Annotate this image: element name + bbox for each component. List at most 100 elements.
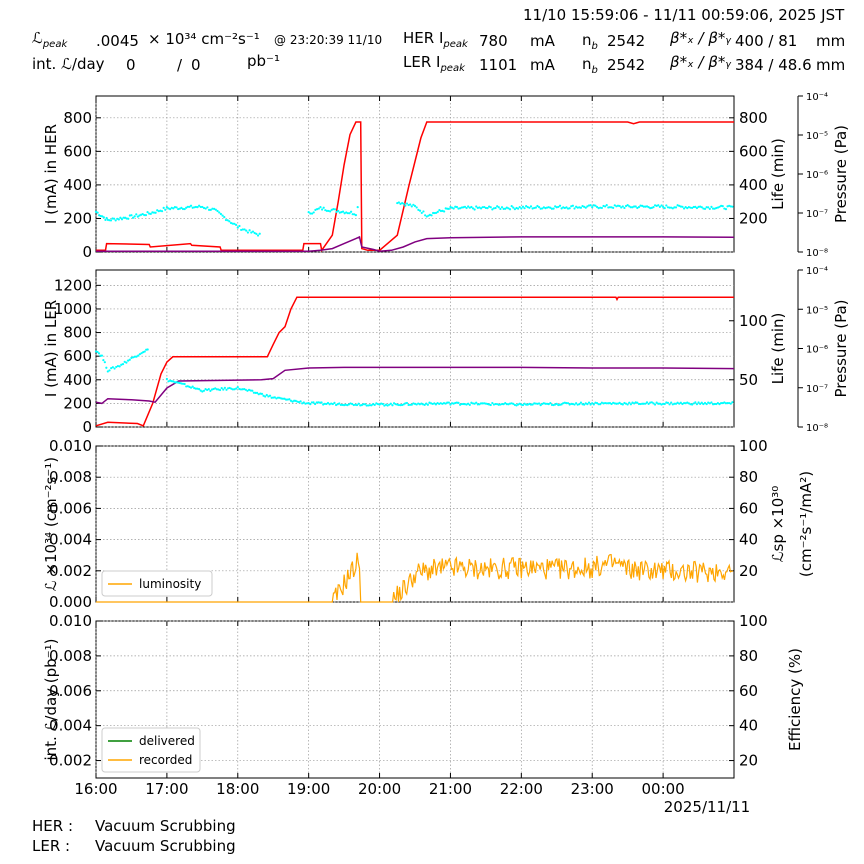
pressure-point xyxy=(455,205,458,209)
pressure-point xyxy=(256,391,259,394)
right-tick-label: 400 xyxy=(739,176,768,194)
pressure-point xyxy=(189,204,193,207)
pressure-point xyxy=(502,403,505,406)
y-tick-label: 0.002 xyxy=(49,752,92,770)
her-nb-sub: b xyxy=(591,41,598,52)
pressure-point xyxy=(202,206,206,210)
pressure-point xyxy=(600,206,603,210)
y-tick-label: 0 xyxy=(82,418,92,436)
right-tick-label: 800 xyxy=(739,109,768,127)
pressure-point xyxy=(595,402,599,405)
pressure-point xyxy=(113,367,116,370)
pressure-tick-label: 10⁻⁴ xyxy=(806,266,828,277)
pressure-point xyxy=(367,404,370,407)
x-tick-label: 19:00 xyxy=(287,780,330,798)
pressure-point xyxy=(470,205,473,209)
pressure-point xyxy=(478,206,481,209)
pressure-tick-label: 10⁻⁷ xyxy=(806,209,828,220)
ler-nb-label: nb xyxy=(582,55,598,76)
pressure-point xyxy=(198,388,201,391)
pressure-point xyxy=(121,362,125,366)
pressure-point xyxy=(615,402,618,405)
pressure-point xyxy=(557,205,560,209)
pressure-point xyxy=(595,205,599,209)
x-tick-label: 17:00 xyxy=(145,780,188,798)
pressure-point xyxy=(684,206,687,209)
ler-ipeak-label: LER Ipeak xyxy=(403,53,465,74)
pressure-point xyxy=(467,402,470,405)
pressure-point xyxy=(521,403,525,407)
pressure-point xyxy=(127,217,130,220)
pressure-point xyxy=(579,206,583,209)
y-tick-label: 200 xyxy=(63,394,92,412)
ler-nb-text: n xyxy=(582,55,592,73)
pressure-point xyxy=(323,402,326,405)
pressure-point xyxy=(541,207,544,210)
pressure-point xyxy=(268,394,272,397)
pressure-point xyxy=(629,403,632,406)
pressure-point xyxy=(695,206,699,210)
pressure-point xyxy=(697,401,700,404)
pressure-point xyxy=(525,205,528,208)
pressure-point xyxy=(467,205,470,208)
pressure-point xyxy=(528,206,531,209)
pressure-point xyxy=(251,230,255,233)
right-tick-label: 40 xyxy=(739,717,758,735)
pressure-point xyxy=(512,206,515,209)
pressure-point xyxy=(674,206,678,209)
panel-frame-integrated xyxy=(95,620,735,779)
her-status-label: HER : xyxy=(32,817,74,835)
her-beta-value: 400 / 81 xyxy=(735,32,798,50)
pressure-point xyxy=(254,391,257,394)
pressure-point xyxy=(534,206,537,209)
pressure-point xyxy=(460,402,463,406)
pressure-point xyxy=(137,354,140,357)
pressure-point xyxy=(471,207,475,210)
pressure-point xyxy=(465,206,468,210)
pressure-point xyxy=(591,206,594,209)
pressure-point xyxy=(225,388,228,391)
pressure-point xyxy=(518,205,521,209)
pressure-point xyxy=(322,206,325,209)
pressure-point xyxy=(189,386,193,389)
pressure-point xyxy=(337,209,340,213)
pressure-point xyxy=(325,402,328,406)
pressure-point xyxy=(628,205,631,208)
pressure-point xyxy=(424,214,427,217)
pressure-point xyxy=(110,367,113,370)
pressure-point xyxy=(272,396,275,399)
pressure-point xyxy=(703,207,707,210)
right-tick-label: 80 xyxy=(739,647,758,665)
pressure-point xyxy=(707,206,710,209)
pressure-point xyxy=(489,206,492,209)
pressure-point xyxy=(705,402,708,406)
y-axis-label: int. ℒ/day (pb⁻¹) xyxy=(42,639,60,761)
pressure-point xyxy=(586,403,589,406)
pressure-point xyxy=(674,402,678,405)
pressure-point xyxy=(605,204,608,207)
pressure-point xyxy=(507,207,510,210)
her-nb-text: n xyxy=(582,31,592,49)
pressure-point xyxy=(415,403,418,406)
pressure-point xyxy=(415,206,418,209)
pressure-point xyxy=(500,402,504,406)
pressure-point xyxy=(135,355,138,358)
pressure-point xyxy=(402,403,405,406)
pressure-point xyxy=(618,401,621,405)
pressure-point xyxy=(621,205,624,208)
y-tick-label: 0.002 xyxy=(49,562,92,580)
lpeak-value: .0045 xyxy=(96,32,139,50)
pressure-point xyxy=(686,207,689,210)
x-tick-label: 20:00 xyxy=(358,780,401,798)
pressure-point xyxy=(650,401,653,404)
right-tick-label: 50 xyxy=(739,371,758,389)
pressure-point xyxy=(618,204,621,208)
right-axis-label-units: (cm⁻²s⁻¹/mA²) xyxy=(797,471,815,577)
pressure-point xyxy=(309,403,312,406)
pressure-point xyxy=(338,402,341,405)
pressure-point xyxy=(138,353,141,356)
pressure-point xyxy=(273,396,276,399)
right-tick-label: 20 xyxy=(739,562,758,580)
pressure-point xyxy=(539,404,542,407)
pressure-point xyxy=(96,350,99,354)
